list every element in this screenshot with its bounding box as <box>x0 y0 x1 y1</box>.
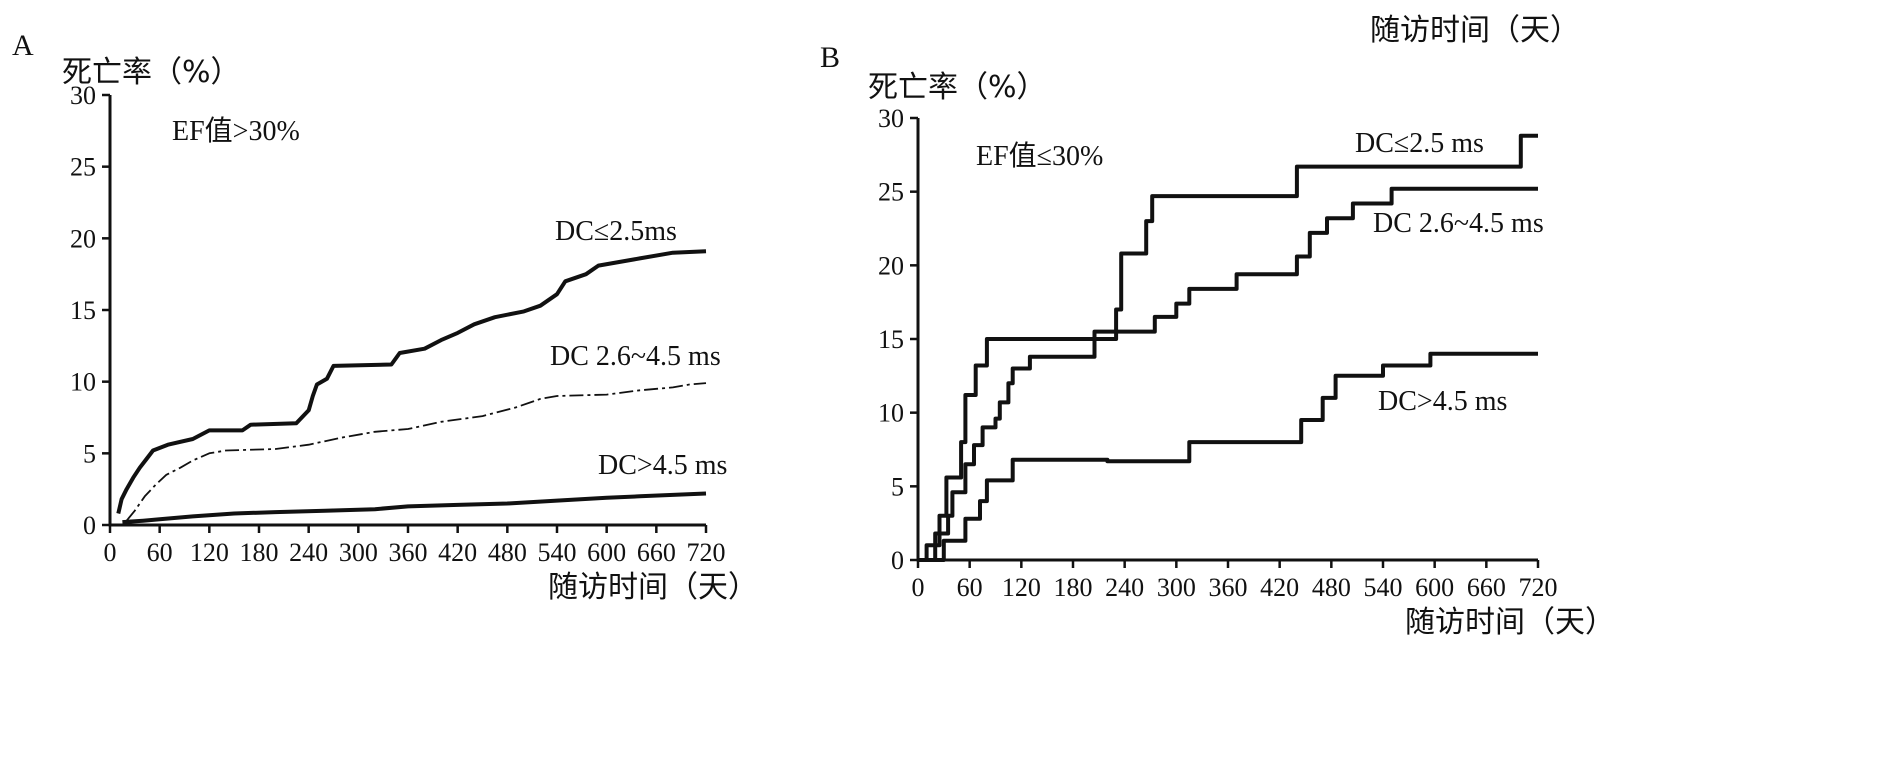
x-tick-label: 660 <box>1467 573 1506 602</box>
y-tick-label: 10 <box>878 399 904 428</box>
x-tick-label: 600 <box>1415 573 1454 602</box>
panel-b-x-ticks: 0 60 120 180 240 300 360 420 480 540 600 660 720 <box>912 560 1558 602</box>
series-line-dc-mid <box>918 186 1538 562</box>
series-line-dc-high <box>122 491 707 525</box>
series-line-dc-mid <box>125 382 707 522</box>
y-tick-label: 30 <box>70 81 96 110</box>
panel-b-xlabel: 随访时间（天） <box>1405 605 1615 640</box>
x-tick-label: 720 <box>1519 573 1558 602</box>
x-tick-label: 540 <box>538 538 577 567</box>
x-tick-label: 60 <box>957 573 983 602</box>
y-tick-label: 0 <box>83 511 96 540</box>
panel-b-label-dc-high: DC>4.5 ms <box>1378 386 1507 417</box>
y-tick-label: 5 <box>83 439 96 468</box>
x-tick-label: 360 <box>1209 573 1248 602</box>
x-tick-label: 180 <box>1054 573 1093 602</box>
y-tick-label: 5 <box>891 472 904 501</box>
x-tick-label: 180 <box>240 538 279 567</box>
panel-a-xlabel: 随访时间（天） <box>548 570 758 605</box>
series-line-dc-low <box>116 249 707 514</box>
x-tick-label: 120 <box>190 538 229 567</box>
panel-a-label-dc-low: DC≤2.5ms <box>555 216 677 247</box>
panel-b: 随访时间（天） B 死亡率（%） EF值≤30% 0 5 10 15 20 25 30 0 6… <box>820 13 1615 640</box>
series-line-dc-low <box>918 133 1538 562</box>
y-tick-label: 0 <box>891 546 904 575</box>
x-tick-label: 60 <box>147 538 173 567</box>
y-tick-label: 15 <box>70 296 96 325</box>
y-tick-label: 30 <box>878 104 904 133</box>
series-line-dc-high <box>918 351 1538 562</box>
x-tick-label: 720 <box>687 538 726 567</box>
panel-a: A 死亡率（%） EF值>30% 0 5 10 15 20 25 30 0 60 120 180 2… <box>12 29 758 605</box>
panel-b-ylabel: 死亡率（%） <box>868 70 1047 105</box>
x-tick-label: 120 <box>1002 573 1041 602</box>
panel-b-top-caption: 随访时间（天） <box>1370 13 1580 48</box>
y-tick-label: 25 <box>70 153 96 182</box>
x-tick-label: 300 <box>339 538 378 567</box>
x-tick-label: 360 <box>389 538 428 567</box>
panel-a-label-dc-mid: DC 2.6~4.5 ms <box>550 341 721 372</box>
panel-a-annotation: EF值>30% <box>172 115 300 147</box>
panel-b-series <box>918 133 1538 562</box>
panel-a-x-ticks: 0 60 120 180 240 300 360 420 480 540 600 660 720 <box>104 525 726 567</box>
y-tick-label: 15 <box>878 325 904 354</box>
panel-a-series <box>116 249 707 525</box>
x-tick-label: 0 <box>912 573 925 602</box>
x-tick-label: 600 <box>587 538 626 567</box>
x-tick-label: 240 <box>289 538 328 567</box>
x-tick-label: 480 <box>488 538 527 567</box>
x-tick-label: 300 <box>1157 573 1196 602</box>
panel-b-label: B <box>820 41 840 74</box>
panel-a-y-ticks: 0 5 10 15 20 25 30 <box>70 81 110 540</box>
x-tick-label: 420 <box>438 538 477 567</box>
x-tick-label: 540 <box>1364 573 1403 602</box>
panel-a-label-dc-high: DC>4.5 ms <box>598 450 727 481</box>
panel-a-axes <box>108 95 706 527</box>
x-tick-label: 660 <box>637 538 676 567</box>
y-tick-label: 10 <box>70 368 96 397</box>
x-tick-label: 0 <box>104 538 117 567</box>
panel-b-annotation: EF值≤30% <box>976 140 1103 172</box>
x-tick-label: 240 <box>1105 573 1144 602</box>
y-tick-label: 20 <box>878 251 904 280</box>
panel-a-ylabel: 死亡率（%） <box>62 55 241 90</box>
panel-b-label-dc-low: DC≤2.5 ms <box>1355 128 1484 159</box>
y-tick-label: 20 <box>70 224 96 253</box>
y-tick-label: 25 <box>878 178 904 207</box>
x-tick-label: 480 <box>1312 573 1351 602</box>
panel-a-label: A <box>12 29 34 62</box>
x-tick-label: 420 <box>1260 573 1299 602</box>
panel-b-label-dc-mid: DC 2.6~4.5 ms <box>1373 208 1544 239</box>
panel-b-y-ticks: 0 5 10 15 20 25 30 <box>878 104 918 575</box>
